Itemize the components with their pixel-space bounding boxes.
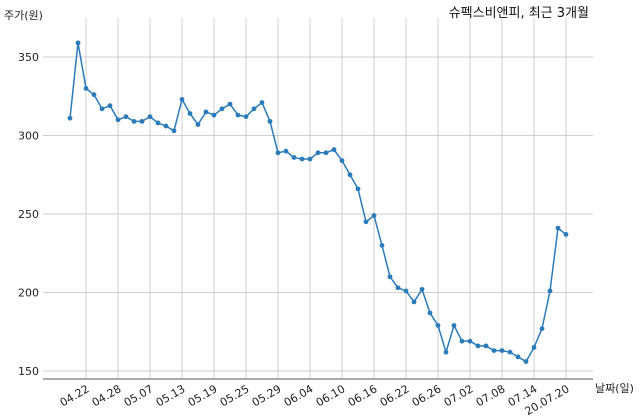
- data-point-49: [459, 338, 465, 344]
- data-point-60: [547, 288, 553, 294]
- data-point-25: [267, 118, 273, 124]
- data-point-0: [67, 115, 73, 121]
- data-point-32: [323, 150, 329, 156]
- data-point-35: [347, 172, 353, 178]
- x-tick-label-12: 07.02: [442, 382, 476, 409]
- data-point-48: [451, 323, 457, 328]
- data-point-5: [107, 103, 113, 109]
- data-point-62: [563, 232, 569, 237]
- data-point-51: [475, 343, 481, 349]
- data-point-52: [483, 343, 489, 349]
- data-point-9: [139, 118, 145, 124]
- x-tick-label-13: 07.08: [474, 382, 508, 409]
- data-point-56: [515, 354, 521, 360]
- data-point-46: [435, 323, 441, 328]
- data-point-47: [443, 349, 449, 355]
- data-point-61: [555, 225, 561, 231]
- y-tick-label-200: 200: [18, 287, 39, 300]
- x-tick-label-11: 06.26: [410, 382, 444, 409]
- x-tick-label-9: 06.16: [346, 382, 380, 409]
- price-line: [69, 42, 567, 363]
- x-tick-label-10: 06.22: [378, 382, 412, 409]
- data-point-31: [315, 150, 321, 156]
- x-tick-label-0: 04.22: [58, 382, 92, 409]
- y-tick-label-250: 250: [18, 208, 39, 221]
- data-point-4: [99, 106, 105, 112]
- data-point-23: [251, 106, 257, 112]
- data-point-13: [171, 128, 177, 134]
- x-tick-label-7: 06.04: [282, 382, 316, 409]
- data-point-15: [187, 111, 193, 116]
- data-point-42: [403, 288, 409, 294]
- data-point-3: [91, 92, 97, 98]
- data-point-20: [227, 101, 233, 107]
- y-tick-label-350: 350: [18, 51, 39, 64]
- data-point-41: [395, 285, 401, 291]
- data-point-38: [371, 213, 377, 218]
- data-point-8: [131, 118, 137, 124]
- series-line: [69, 42, 567, 363]
- data-point-21: [235, 112, 241, 118]
- data-point-28: [291, 155, 297, 160]
- data-point-22: [243, 114, 249, 120]
- data-point-40: [387, 274, 393, 280]
- data-point-18: [211, 112, 217, 118]
- data-point-58: [531, 345, 537, 350]
- data-point-55: [507, 349, 513, 355]
- x-tick-label-3: 05.13: [154, 382, 188, 409]
- data-point-14: [179, 96, 185, 102]
- x-tick-label-6: 05.29: [250, 382, 284, 409]
- data-point-26: [275, 150, 281, 156]
- data-point-44: [419, 286, 425, 292]
- series-points: [67, 40, 569, 364]
- grid: [43, 18, 593, 379]
- x-axis-title: 날짜(일): [595, 381, 634, 395]
- data-point-27: [283, 148, 289, 154]
- data-point-54: [499, 348, 505, 353]
- data-point-11: [155, 120, 161, 126]
- data-point-39: [379, 243, 385, 248]
- data-point-16: [195, 122, 201, 127]
- data-point-34: [339, 158, 345, 164]
- data-point-59: [539, 326, 545, 332]
- x-tick-label-5: 05.25: [218, 382, 252, 409]
- chart-title: 슈펙스비앤피, 최근 3개월: [449, 6, 589, 21]
- data-point-50: [467, 338, 473, 344]
- x-tick-label-2: 05.07: [122, 382, 156, 409]
- data-point-12: [163, 123, 169, 129]
- data-point-36: [355, 186, 361, 192]
- data-point-37: [363, 219, 369, 225]
- y-tick-label-300: 300: [18, 130, 39, 143]
- data-point-29: [299, 156, 305, 162]
- data-point-45: [427, 310, 433, 316]
- data-point-24: [259, 100, 265, 105]
- y-tick-label-150: 150: [18, 365, 39, 378]
- x-tick-label-1: 04.28: [90, 382, 124, 409]
- data-point-33: [331, 147, 337, 153]
- y-axis-title: 주가(원): [4, 9, 43, 22]
- data-point-2: [83, 86, 89, 91]
- data-point-53: [491, 348, 497, 353]
- data-point-1: [75, 40, 81, 46]
- data-point-6: [115, 117, 121, 123]
- labels: 주가(원) 슈펙스비앤피, 최근 3개월 날짜(일): [4, 6, 634, 395]
- data-point-57: [523, 359, 529, 364]
- data-point-19: [219, 106, 225, 112]
- data-point-43: [411, 299, 417, 305]
- axes: 150 200 250 300 350 04.2204.2805.0705.1305.19…: [18, 51, 593, 418]
- x-tick-label-8: 06.10: [314, 382, 348, 409]
- data-point-30: [307, 156, 313, 162]
- data-point-7: [123, 114, 129, 120]
- data-point-10: [147, 114, 153, 120]
- x-tick-label-4: 05.19: [186, 382, 220, 409]
- data-point-17: [203, 109, 209, 115]
